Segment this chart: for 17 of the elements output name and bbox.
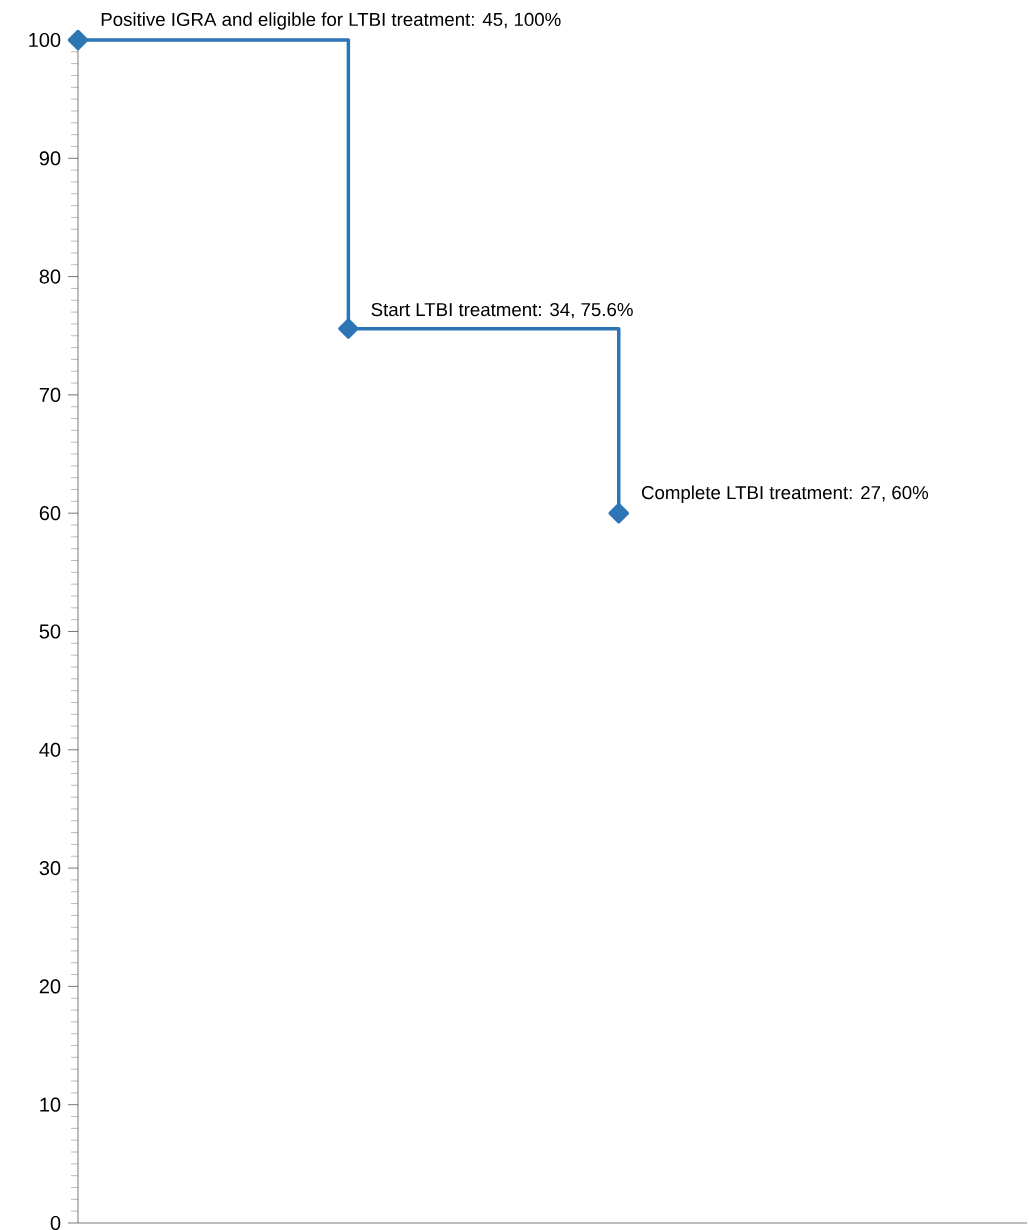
y-tick-label: 0	[50, 1215, 61, 1230]
y-tick-label: 100	[29, 32, 61, 48]
y-tick-label: 10	[40, 1097, 61, 1112]
point	[338, 318, 359, 339]
y-tick-label: 40	[39, 742, 61, 757]
y-tick-label: 60	[39, 506, 61, 521]
y-tick-label: 90	[39, 151, 61, 166]
y-tick-label: 20	[39, 979, 61, 994]
data-label: Start LTBI treatment: 34, 75.6%	[371, 302, 633, 319]
y-tick-label: 70	[39, 387, 61, 402]
data-label: Complete LTBI treatment: 27, 60%	[641, 485, 929, 503]
y-tick-label: 30	[39, 861, 61, 876]
point	[608, 502, 629, 524]
data-label: Positive IGRA and eligible for LTBI treatment: 45, 100%	[101, 12, 561, 30]
y-tick-label: 80	[39, 269, 61, 284]
point	[67, 29, 89, 51]
y-tick-label: 50	[39, 624, 61, 639]
